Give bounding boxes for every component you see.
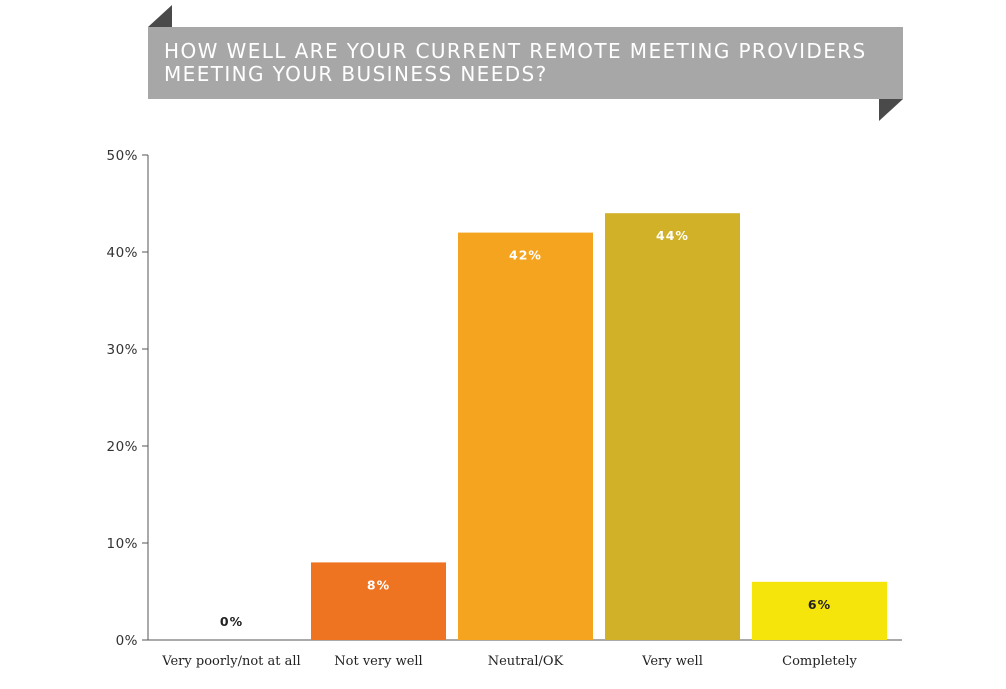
category-label: Very well <box>641 654 703 669</box>
y-tick-label: 40% <box>106 245 138 261</box>
bar <box>605 213 740 640</box>
bar <box>752 581 887 640</box>
chart-title: HOW WELL ARE YOUR CURRENT REMOTE MEETING… <box>164 39 867 86</box>
category-label: Completely <box>782 654 857 669</box>
y-tick-label: 30% <box>106 342 138 358</box>
bar-value-label: 0% <box>220 614 243 629</box>
y-ticks: 0% 10% 20% 30% 40% 50% <box>106 148 148 649</box>
value-labels: 0% 8% 42% 44% 6% <box>220 228 831 629</box>
y-tick-label: 50% <box>106 148 138 164</box>
category-label: Neutral/OK <box>488 654 564 669</box>
banner-corner-bottom-right <box>879 99 903 121</box>
bars <box>311 213 887 640</box>
bar-value-label: 42% <box>509 248 542 263</box>
bar <box>458 232 593 640</box>
bar-value-label: 44% <box>656 228 689 243</box>
bar <box>311 562 446 640</box>
category-label: Not very well <box>334 654 422 669</box>
title-banner <box>148 27 903 99</box>
bar-value-label: 8% <box>367 577 390 592</box>
banner-corner-top-left <box>148 5 172 27</box>
category-label: Very poorly/not at all <box>161 654 300 669</box>
y-tick-label: 20% <box>106 439 138 455</box>
y-tick-label: 0% <box>116 633 138 649</box>
bar-value-label: 6% <box>808 597 831 612</box>
category-labels: Very poorly/not at all Not very well Neutr… <box>161 654 857 669</box>
y-tick-label: 10% <box>106 536 138 552</box>
